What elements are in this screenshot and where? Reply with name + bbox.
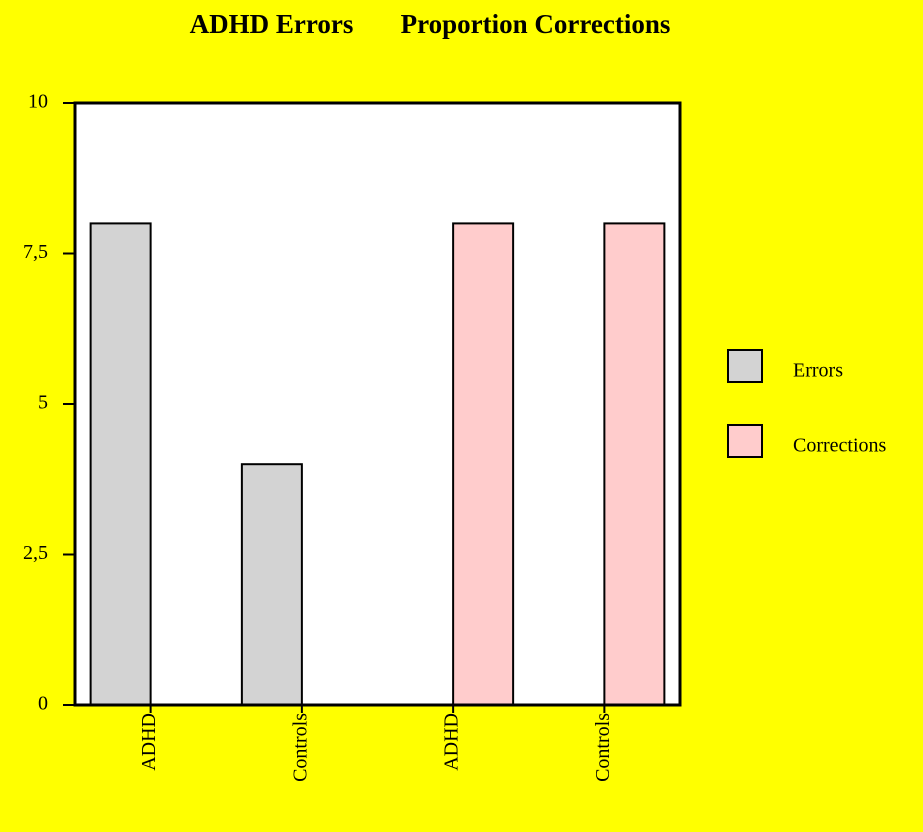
- x-tick-label: ADHD: [138, 713, 160, 771]
- legend-swatch: [727, 349, 763, 383]
- plot-area: [75, 103, 680, 705]
- legend-label: Errors: [793, 360, 843, 382]
- bar: [89, 222, 152, 706]
- bar: [240, 463, 303, 707]
- y-tick-label: 10: [28, 91, 48, 113]
- plot-frame: [73, 101, 682, 707]
- legend-swatch: [727, 424, 763, 458]
- bar: [603, 222, 666, 706]
- legend-label: Corrections: [793, 435, 887, 457]
- x-tick-label: Controls: [289, 713, 311, 782]
- y-tick-label: 0: [38, 693, 48, 715]
- bar: [452, 222, 515, 706]
- x-tick-label: Controls: [592, 713, 614, 782]
- x-tick-label: ADHD: [441, 713, 463, 771]
- chart-title: ADHD Errors Proportion Corrections: [190, 9, 671, 39]
- y-tick-label: 5: [38, 392, 48, 414]
- y-tick-label: 7,5: [23, 241, 48, 263]
- y-tick-label: 2,5: [23, 542, 48, 564]
